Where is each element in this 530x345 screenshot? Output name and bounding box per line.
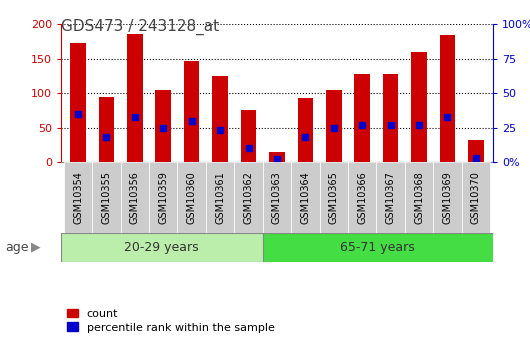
FancyBboxPatch shape	[61, 233, 262, 262]
Bar	[99, 97, 114, 162]
Bar	[241, 110, 257, 162]
Point	[188, 118, 196, 124]
FancyBboxPatch shape	[320, 162, 348, 233]
Point	[244, 146, 253, 151]
Bar	[127, 34, 143, 162]
FancyBboxPatch shape	[262, 233, 493, 262]
Text: GSM10355: GSM10355	[101, 171, 111, 224]
Text: 65-71 years: 65-71 years	[340, 241, 415, 254]
Text: GSM10354: GSM10354	[73, 171, 83, 224]
Text: ▶: ▶	[31, 241, 40, 254]
Point	[301, 135, 310, 140]
FancyBboxPatch shape	[348, 162, 376, 233]
FancyBboxPatch shape	[291, 162, 320, 233]
FancyBboxPatch shape	[206, 162, 234, 233]
Text: GSM10366: GSM10366	[357, 171, 367, 224]
Bar	[155, 90, 171, 162]
Point	[386, 122, 395, 128]
Text: GSM10356: GSM10356	[130, 171, 140, 224]
Point	[273, 157, 281, 162]
Text: GSM10370: GSM10370	[471, 171, 481, 224]
Point	[472, 155, 480, 161]
FancyBboxPatch shape	[376, 162, 405, 233]
Point	[74, 111, 82, 117]
FancyBboxPatch shape	[462, 162, 490, 233]
Text: GDS473 / 243128_at: GDS473 / 243128_at	[61, 19, 219, 35]
FancyBboxPatch shape	[178, 162, 206, 233]
Bar	[355, 74, 370, 162]
Bar	[184, 61, 199, 162]
Bar	[70, 43, 86, 162]
Text: GSM10365: GSM10365	[329, 171, 339, 224]
Point	[130, 114, 139, 119]
Bar	[269, 152, 285, 162]
Text: GSM10361: GSM10361	[215, 171, 225, 224]
Bar	[297, 98, 313, 162]
Text: GSM10367: GSM10367	[386, 171, 395, 224]
Text: age: age	[5, 241, 29, 254]
Point	[216, 128, 224, 133]
Point	[102, 135, 111, 140]
Bar	[468, 140, 484, 162]
Point	[358, 122, 366, 128]
Bar	[411, 52, 427, 162]
FancyBboxPatch shape	[64, 162, 92, 233]
Text: GSM10360: GSM10360	[187, 171, 197, 224]
Text: GSM10369: GSM10369	[443, 171, 453, 224]
Text: GSM10368: GSM10368	[414, 171, 424, 224]
Bar	[213, 76, 228, 162]
Text: GSM10359: GSM10359	[158, 171, 168, 224]
Text: GSM10364: GSM10364	[301, 171, 311, 224]
Bar	[439, 35, 455, 162]
Bar	[383, 74, 399, 162]
Point	[330, 125, 338, 130]
FancyBboxPatch shape	[405, 162, 433, 233]
Text: 20-29 years: 20-29 years	[125, 241, 199, 254]
FancyBboxPatch shape	[121, 162, 149, 233]
FancyBboxPatch shape	[149, 162, 178, 233]
FancyBboxPatch shape	[433, 162, 462, 233]
FancyBboxPatch shape	[263, 162, 291, 233]
FancyBboxPatch shape	[92, 162, 121, 233]
Bar	[326, 90, 341, 162]
Point	[443, 114, 452, 119]
Legend: count, percentile rank within the sample: count, percentile rank within the sample	[66, 309, 275, 333]
Text: GSM10363: GSM10363	[272, 171, 282, 224]
Text: GSM10362: GSM10362	[243, 171, 253, 224]
FancyBboxPatch shape	[234, 162, 263, 233]
Point	[159, 125, 167, 130]
Point	[415, 122, 423, 128]
